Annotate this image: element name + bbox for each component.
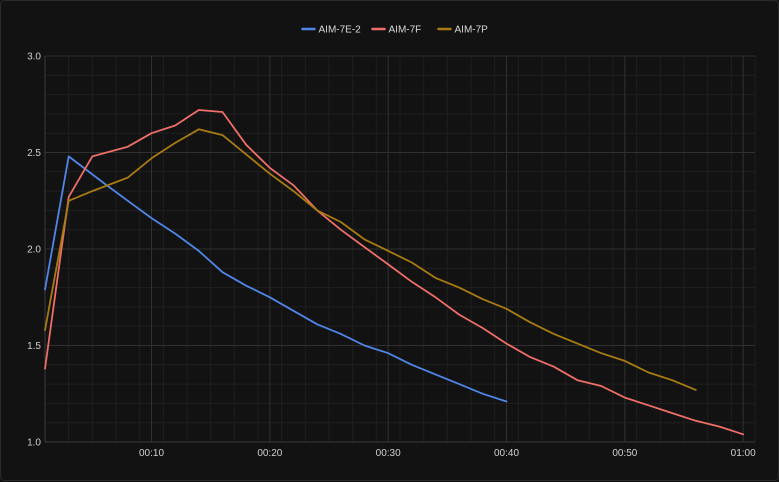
- legend-item[interactable]: AIM-7E-2: [301, 25, 362, 36]
- y-tick-label: 3.0: [27, 52, 41, 63]
- x-tick-label: 00:40: [494, 448, 519, 459]
- legend-item[interactable]: AIM-7F: [371, 25, 422, 36]
- series-line-aim-7p: [44, 128, 697, 391]
- series-line-aim-7e-2: [44, 155, 508, 403]
- major-grid: [44, 55, 755, 443]
- x-tick-label: 00:10: [139, 448, 164, 459]
- legend-item[interactable]: AIM-7P: [437, 25, 489, 36]
- series-line-aim-7f: [44, 109, 745, 436]
- x-tick-label: 00:30: [376, 448, 401, 459]
- legend-label: AIM-7F: [389, 25, 422, 36]
- y-tick-label: 1.5: [27, 341, 41, 352]
- legend: AIM-7E-2 AIM-7F AIM-7P: [301, 25, 489, 36]
- legend-label: AIM-7P: [455, 25, 489, 36]
- x-tick-label: 00:20: [257, 448, 282, 459]
- y-tick-label: 2.5: [27, 148, 41, 159]
- y-tick-label: 1.0: [27, 438, 41, 449]
- x-tick-label: 00:50: [612, 448, 637, 459]
- x-tick-label: 01:00: [731, 448, 756, 459]
- x-axis-ticks: 00:10 00:20 00:30 00:40 00:50 01:00: [139, 448, 756, 459]
- series-lines: [44, 109, 745, 436]
- y-axis-ticks: 1.0 1.5 2.0 2.5 3.0: [27, 52, 41, 449]
- legend-label: AIM-7E-2: [319, 25, 362, 36]
- y-tick-label: 2.0: [27, 245, 41, 256]
